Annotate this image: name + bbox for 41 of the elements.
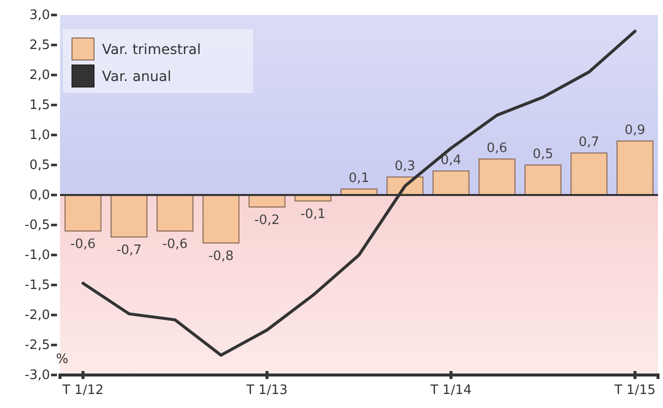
x-tick-label: T 1/15: [613, 383, 656, 398]
bar: [202, 194, 240, 244]
data-label: 0,3: [394, 159, 416, 174]
y-tick-label: 2,0: [29, 68, 50, 84]
data-label: 0,9: [624, 123, 646, 138]
y-tick-label: -2,0: [24, 308, 50, 324]
y-tick-label: -1,0: [24, 248, 50, 264]
data-label: 0,7: [578, 135, 600, 150]
bar: [478, 158, 516, 196]
y-tick-label: -0,5: [24, 218, 50, 234]
y-tick-label: 0,5: [29, 158, 50, 174]
x-tick-label: T 1/13: [245, 383, 288, 398]
data-label: 0,5: [532, 147, 554, 162]
x-tick-label: T 1/14: [429, 383, 472, 398]
y-tick-label: -3,0: [24, 368, 50, 384]
data-label: 0,1: [348, 171, 370, 186]
data-label: 0,6: [486, 141, 508, 156]
bar: [616, 140, 654, 196]
y-tick-label: 3,0: [29, 8, 50, 24]
data-label: -0,2: [254, 213, 280, 228]
y-tick-label: -2,5: [24, 338, 50, 354]
data-label: -0,6: [162, 237, 188, 252]
legend-label: Var. trimestral: [102, 42, 201, 58]
bar: [156, 194, 194, 232]
y-tick-label: 2,5: [29, 38, 50, 54]
data-label: -0,1: [300, 207, 326, 222]
y-tick-label: -1,5: [24, 278, 50, 294]
y-tick-label: 1,5: [29, 98, 50, 114]
data-label: -0,8: [208, 249, 234, 264]
bar: [570, 152, 608, 196]
x-tick-label: T 1/12: [61, 383, 104, 398]
bar: [524, 164, 562, 196]
y-tick-label: 0,0: [29, 188, 50, 204]
bar: [64, 194, 102, 232]
bar: [432, 170, 470, 196]
y-tick-label: 1,0: [29, 128, 50, 144]
legend-label: Var. anual: [102, 69, 172, 85]
y-axis-title: %: [56, 352, 68, 367]
data-label: -0,6: [70, 237, 96, 252]
data-label: -0,7: [116, 243, 142, 258]
bar: [110, 194, 148, 238]
